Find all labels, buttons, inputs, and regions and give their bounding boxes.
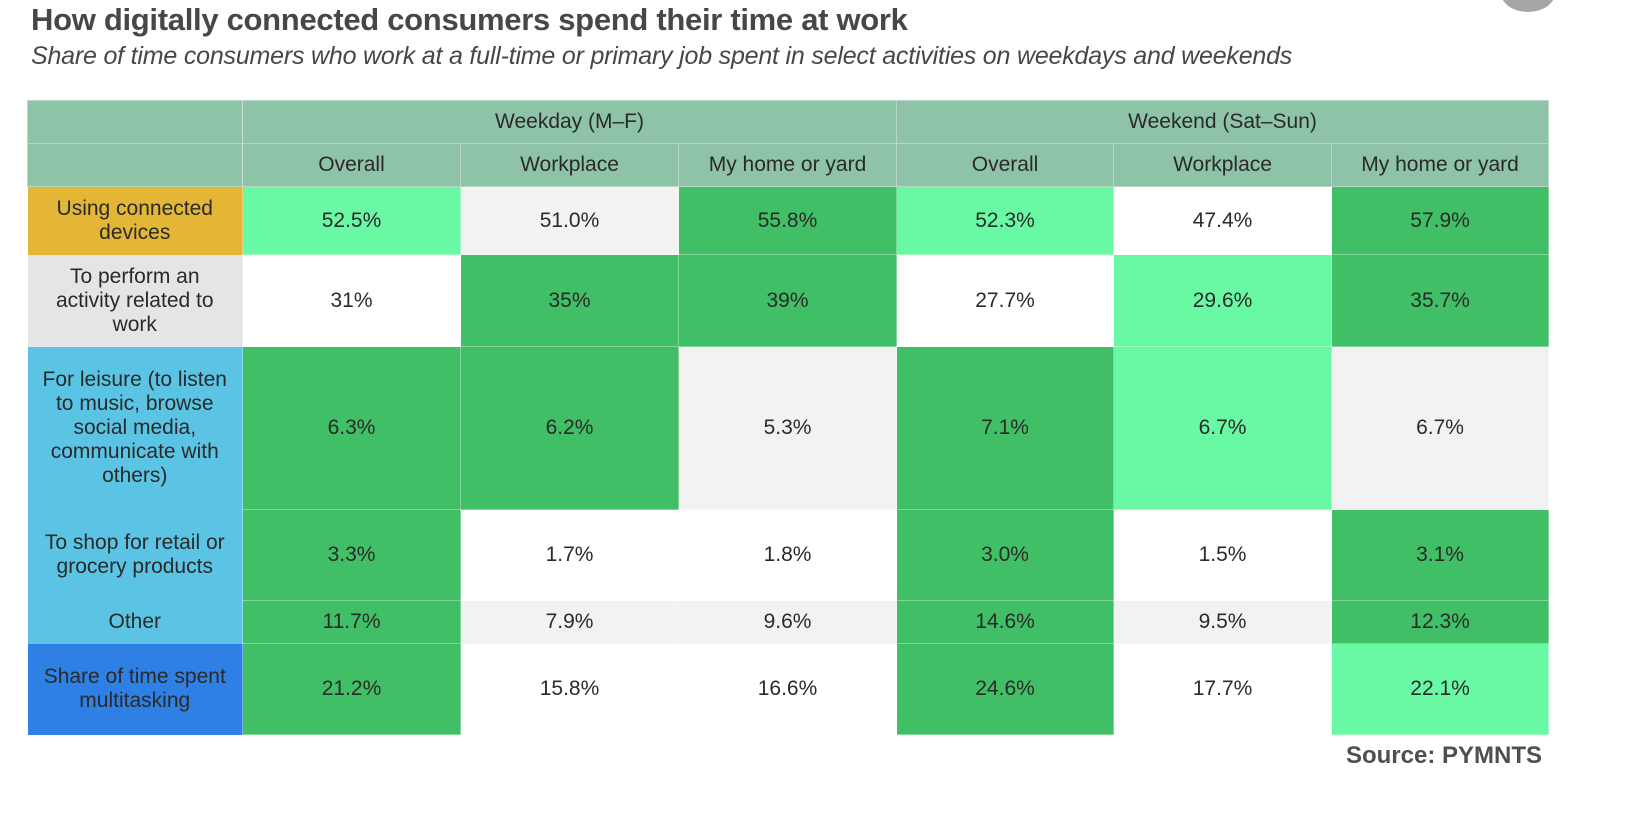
data-cell: 22.1%: [1331, 643, 1550, 735]
data-cell: 21.2%: [242, 643, 461, 735]
row-label: To shop for retail or grocery products: [27, 509, 243, 601]
data-cell: 3.3%: [242, 509, 461, 601]
group-header-row: Weekday (M–F) Weekend (Sat–Sun): [27, 100, 1550, 144]
column-header: My home or yard: [1331, 143, 1550, 187]
data-cell: 55.8%: [677, 186, 898, 255]
data-cell: 57.9%: [1331, 186, 1550, 255]
data-cell: 16.6%: [677, 643, 898, 735]
group-header-weekend: Weekend (Sat–Sun): [896, 100, 1550, 144]
data-cell: 31%: [242, 254, 461, 347]
group-header-weekday: Weekday (M–F): [241, 100, 898, 144]
data-cell: 39%: [677, 254, 898, 347]
data-cell: 5.3%: [677, 346, 898, 510]
column-header-row: Overall Workplace My home or yard Overal…: [27, 143, 1550, 187]
data-cell: 14.6%: [896, 600, 1115, 644]
data-cell: 7.1%: [896, 346, 1115, 510]
data-cell: 51.0%: [460, 186, 679, 255]
column-header: Overall: [896, 143, 1115, 187]
source-note: Source: PYMNTS: [1345, 742, 1542, 769]
table-row: To perform an activity related to work 31…: [27, 254, 1550, 347]
row-label: Other: [27, 600, 243, 644]
row-label: Using connected devices: [27, 186, 243, 255]
menu-button-icon[interactable]: [1500, 0, 1556, 12]
data-cell: 27.7%: [896, 254, 1115, 347]
data-cell: 12.3%: [1331, 600, 1550, 644]
data-cell: 17.7%: [1113, 643, 1333, 735]
data-table: Weekday (M–F) Weekend (Sat–Sun) Overall …: [27, 100, 1550, 735]
data-cell: 9.5%: [1113, 600, 1333, 644]
data-cell: 52.3%: [896, 186, 1115, 255]
data-cell: 3.0%: [896, 509, 1115, 601]
data-cell: 6.2%: [460, 346, 679, 510]
data-cell: 1.5%: [1113, 509, 1333, 601]
data-cell: 11.7%: [242, 600, 461, 644]
data-cell: 1.7%: [460, 509, 679, 601]
table-row: Share of time spent multitasking 21.2% 15.…: [27, 643, 1550, 735]
data-cell: 7.9%: [460, 600, 679, 644]
data-cell: 6.7%: [1331, 346, 1550, 510]
corner-cell: [27, 143, 243, 187]
data-cell: 24.6%: [896, 643, 1115, 735]
chart-title: How digitally connected consumers spend …: [31, 2, 908, 37]
row-label: To perform an activity related to work: [27, 254, 243, 347]
table-row: Using connected devices 52.5% 51.0% 55.8% 52…: [27, 186, 1550, 255]
data-cell: 3.1%: [1331, 509, 1550, 601]
column-header: My home or yard: [677, 143, 898, 187]
corner-cell: [27, 100, 243, 144]
data-cell: 6.7%: [1113, 346, 1333, 510]
data-cell: 6.3%: [242, 346, 461, 510]
data-cell: 9.6%: [677, 600, 898, 644]
data-cell: 47.4%: [1113, 186, 1333, 255]
data-cell: 29.6%: [1113, 254, 1333, 347]
column-header: Workplace: [460, 143, 679, 187]
data-cell: 35%: [460, 254, 679, 347]
column-header: Overall: [242, 143, 461, 187]
chart-subtitle: Share of time consumers who work at a fu…: [31, 42, 1293, 70]
column-header: Workplace: [1113, 143, 1333, 187]
data-cell: 1.8%: [677, 509, 898, 601]
table-row: To shop for retail or grocery products 3.…: [27, 509, 1550, 601]
data-cell: 35.7%: [1331, 254, 1550, 347]
data-cell: 15.8%: [460, 643, 679, 735]
table-row: For leisure (to listen to music, browse …: [27, 346, 1550, 510]
data-cell: 52.5%: [242, 186, 461, 255]
row-label: Share of time spent multitasking: [27, 643, 243, 735]
table-row: Other 11.7% 7.9% 9.6% 14.6% 9.5% 12.3%: [27, 600, 1550, 644]
row-label: For leisure (to listen to music, browse …: [27, 346, 243, 510]
